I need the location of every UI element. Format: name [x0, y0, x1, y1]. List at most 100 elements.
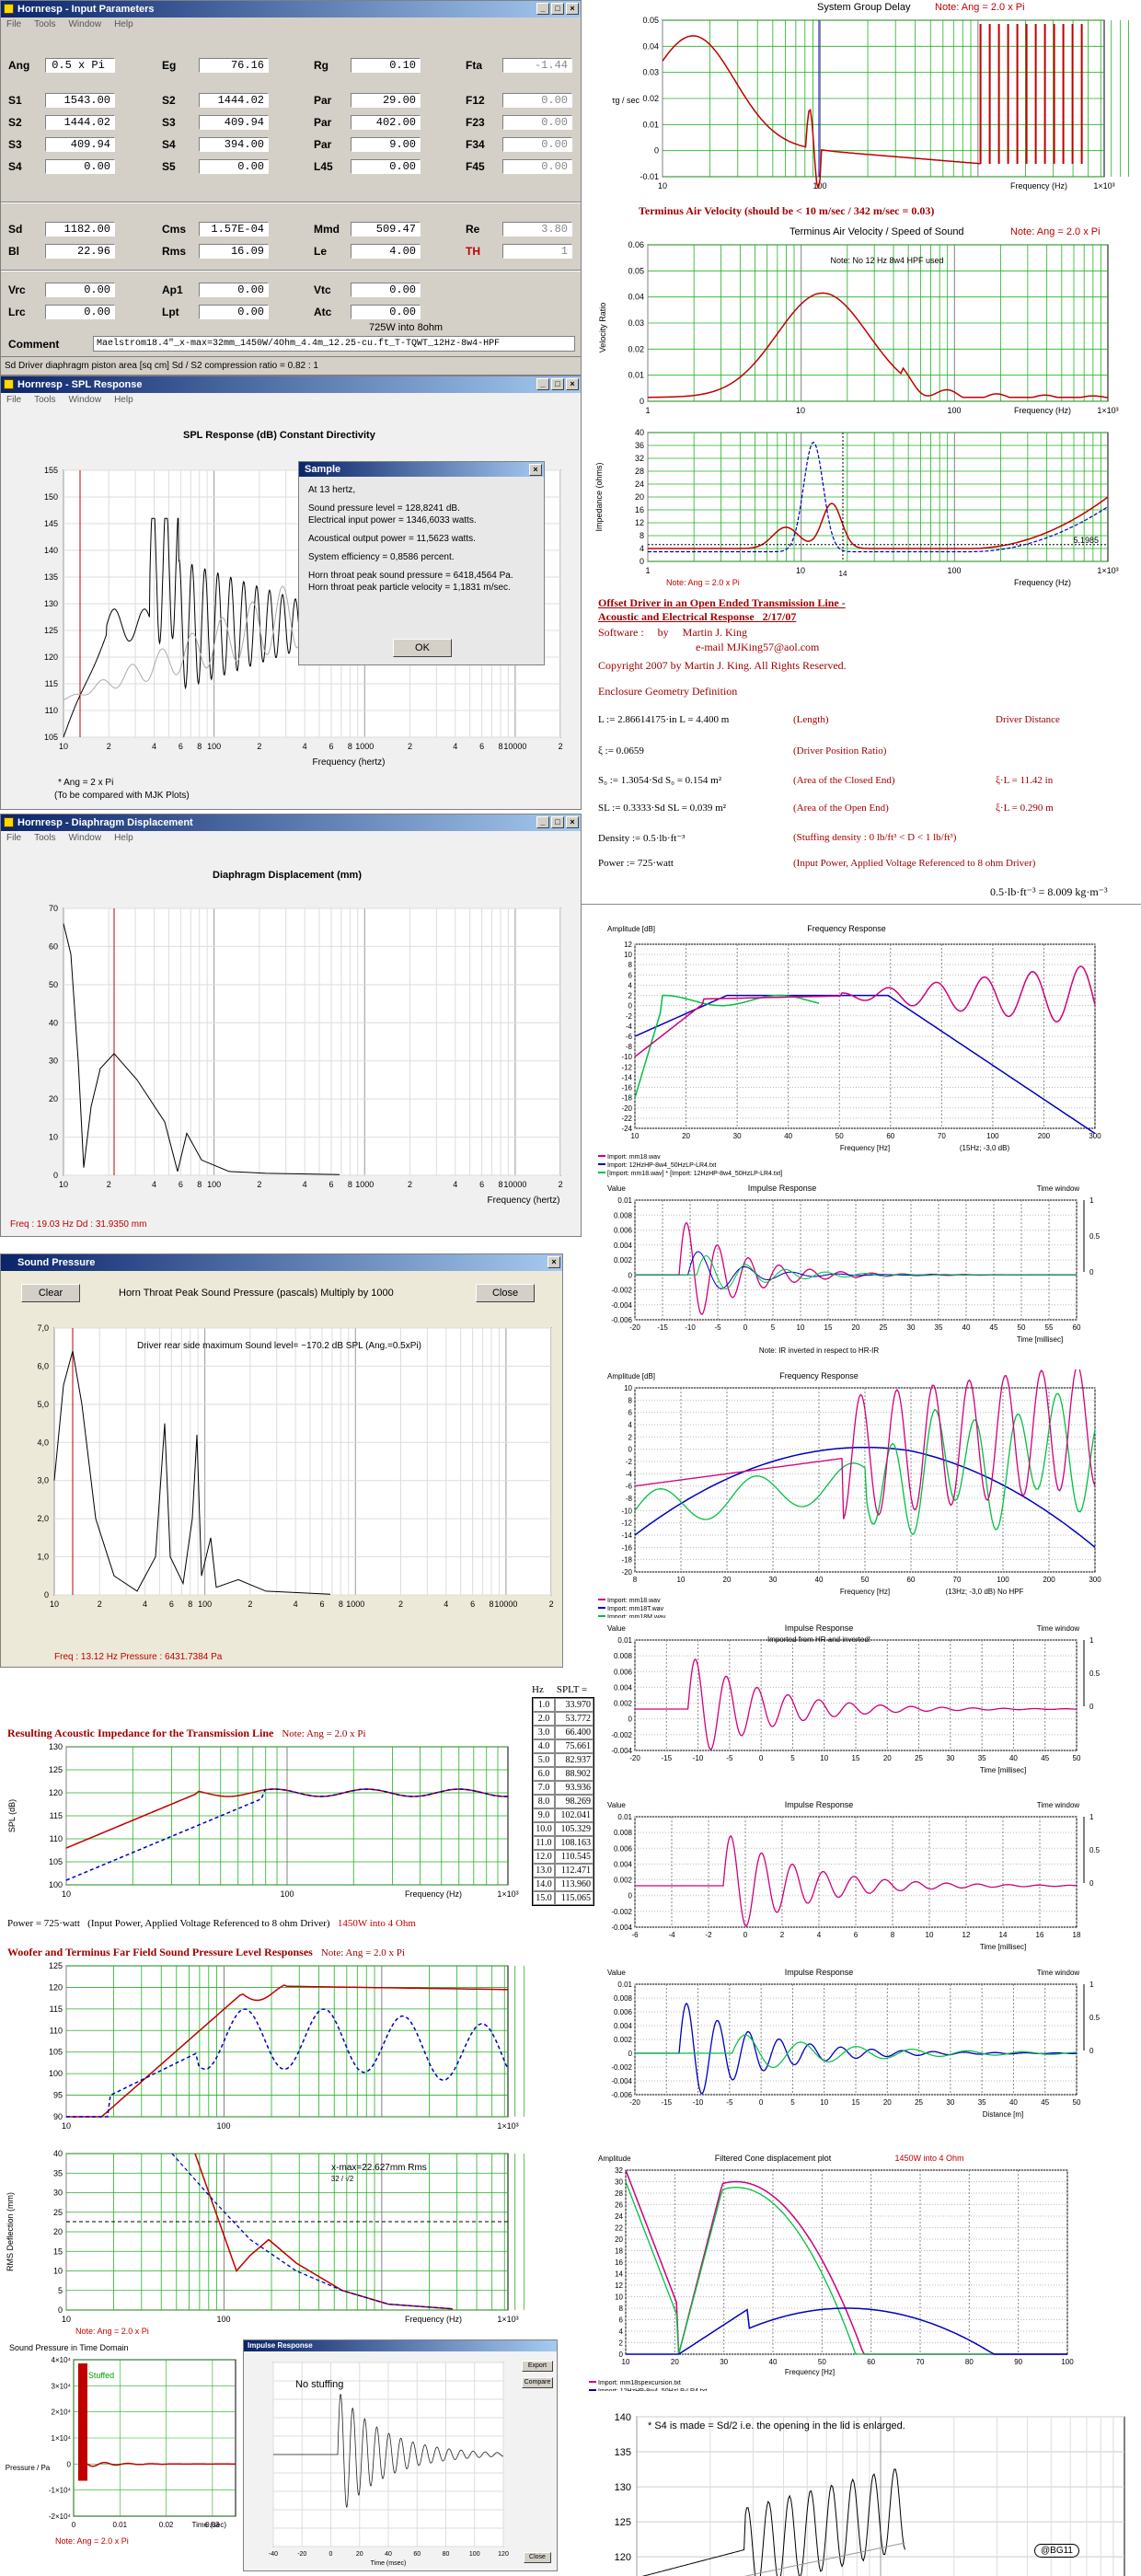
param-value[interactable]: 1 [502, 244, 572, 259]
param-value[interactable]: 0.00 [351, 305, 421, 319]
comment-field[interactable]: Maelstrom18.4"_x-max=32mm_1450W/4Ohm_4.4… [93, 336, 575, 352]
maximize-icon[interactable]: □ [551, 3, 564, 15]
close-icon[interactable]: × [529, 464, 542, 476]
tick-label: 35 [978, 1754, 986, 1762]
param-value[interactable]: 0.10 [351, 58, 421, 73]
tick-label: 10 [796, 406, 805, 415]
param-value[interactable]: 0.00 [199, 305, 269, 319]
tick-label: 0.01 [617, 1196, 632, 1205]
close-icon[interactable]: × [566, 378, 579, 390]
tick-label: 140 [615, 2412, 631, 2423]
param-value[interactable]: 0.00 [351, 283, 421, 297]
param-value[interactable]: 0.00 [351, 159, 421, 174]
tick-label: 0.06 [628, 240, 644, 249]
minimize-icon[interactable]: _ [536, 378, 549, 390]
param-value[interactable]: 0.00 [199, 159, 269, 174]
title-bar[interactable]: Sound Pressure × [1, 1254, 562, 1271]
tick-label: 8 [628, 961, 633, 969]
menu-window[interactable]: Window [68, 833, 102, 843]
param-label: Lpt [162, 306, 179, 318]
title-bar[interactable]: Hornresp - Diaphragm Displacement _ □ × [1, 814, 581, 831]
input-parameters-window: Hornresp - Input Parameters _ □ × File Too… [0, 0, 582, 375]
menu-help[interactable]: Help [114, 19, 133, 29]
power-desc: (Input Power, Applied Voltage Referenced… [87, 1918, 330, 1929]
title-bar[interactable]: Hornresp - Input Parameters _ □ × [1, 1, 581, 17]
param-value[interactable]: 22.96 [45, 244, 115, 259]
param-value[interactable]: 4.00 [351, 244, 421, 259]
menu-help[interactable]: Help [114, 395, 133, 405]
table-cell: 11.0 [533, 1836, 555, 1850]
param-value[interactable]: 1182.00 [45, 222, 115, 237]
equation-cell: (Area of the Closed End) [793, 775, 895, 786]
param-value[interactable]: 402.00 [351, 115, 421, 130]
menu-file[interactable]: File [6, 833, 22, 843]
minimize-icon[interactable]: _ [536, 816, 549, 828]
x-axis-label: Frequency (Hz) [1010, 181, 1067, 191]
close-icon[interactable]: × [547, 1256, 560, 1268]
param-value[interactable]: 1543.00 [45, 93, 115, 108]
param-value[interactable]: 409.94 [45, 137, 115, 152]
tick-label: 2 [107, 742, 111, 751]
param-value[interactable]: 0.00 [45, 159, 115, 174]
density-conversion: 0.5·lb·ft⁻³ = 8.009 kg·m⁻³ [990, 885, 1108, 898]
param-value[interactable]: 0.5 x Pi [45, 58, 115, 73]
tick-label: -0.004 [611, 2077, 632, 2085]
equation-cell: SL := 0.3333·Sd SL = 0.039 m² [598, 803, 726, 814]
param-value[interactable]: 9.00 [351, 137, 421, 152]
menu-help[interactable]: Help [114, 833, 133, 843]
maximize-icon[interactable]: □ [551, 378, 564, 390]
menu-tools[interactable]: Tools [34, 833, 56, 843]
menu-tools[interactable]: Tools [34, 395, 56, 405]
close-icon[interactable]: × [566, 3, 579, 15]
export-button[interactable]: Export [522, 2361, 553, 2372]
param-value[interactable]: 0.00 [199, 283, 269, 297]
param-value[interactable]: 0.00 [502, 137, 572, 152]
close-button[interactable]: Close [524, 2552, 551, 2563]
ok-button[interactable]: OK [393, 639, 452, 657]
param-label: Mmd [314, 223, 340, 236]
param-value[interactable]: -1.44 [502, 58, 572, 73]
param-value[interactable]: 0.00 [502, 159, 572, 174]
title-bar[interactable]: Hornresp - SPL Response _ □ × [1, 376, 581, 393]
dialog-title-bar[interactable]: Sample × [299, 462, 544, 477]
close-button[interactable]: Close [476, 1284, 535, 1302]
param-value[interactable]: 409.94 [199, 115, 269, 130]
tick-label: 0.02 [628, 344, 644, 353]
menu-file[interactable]: File [6, 19, 22, 29]
param-value[interactable]: 0.00 [502, 115, 572, 130]
maximize-icon[interactable]: □ [551, 816, 564, 828]
param-value[interactable]: 509.47 [351, 222, 421, 237]
tick-label: 45 [1041, 2098, 1049, 2107]
tick-label: 6 [179, 742, 183, 751]
param-value[interactable]: 0.00 [502, 93, 572, 108]
minimize-icon[interactable]: _ [536, 3, 549, 15]
param-value[interactable]: 29.00 [351, 93, 421, 108]
tick-label: -0.004 [611, 1301, 632, 1310]
tick-label: 5 [771, 1323, 776, 1332]
y-axis-label: Amplitude [598, 2154, 631, 2163]
param-label: F34 [466, 138, 485, 151]
chart-title: Impulse Response [785, 1800, 854, 1809]
menu-tools[interactable]: Tools [34, 19, 56, 29]
param-value[interactable]: 1444.02 [45, 115, 115, 130]
title-bar[interactable]: Impulse Response [244, 2340, 557, 2351]
menu-window[interactable]: Window [68, 19, 102, 29]
close-icon[interactable]: × [566, 816, 579, 828]
woofer-note: Note: Ang = 2.0 x Pi [320, 1947, 405, 1958]
param-value[interactable]: 0.00 [45, 283, 115, 297]
clear-button[interactable]: Clear [21, 1284, 80, 1302]
tick-label: -20 [621, 1104, 632, 1113]
tick-label: 15 [852, 1754, 860, 1762]
menu-file[interactable]: File [6, 395, 22, 405]
y-axis-label: Value [607, 1184, 626, 1193]
param-value[interactable]: 16.09 [199, 244, 269, 259]
param-value[interactable]: 3.80 [502, 222, 572, 237]
param-value[interactable]: 76.16 [199, 58, 269, 73]
param-value[interactable]: 0.00 [45, 305, 115, 319]
menu-window[interactable]: Window [68, 395, 102, 405]
compare-button[interactable]: Compare [522, 2377, 553, 2388]
param-value[interactable]: 1.57E-04 [199, 222, 269, 237]
param-value[interactable]: 394.00 [199, 137, 269, 152]
param-value[interactable]: 1444.02 [199, 93, 269, 108]
